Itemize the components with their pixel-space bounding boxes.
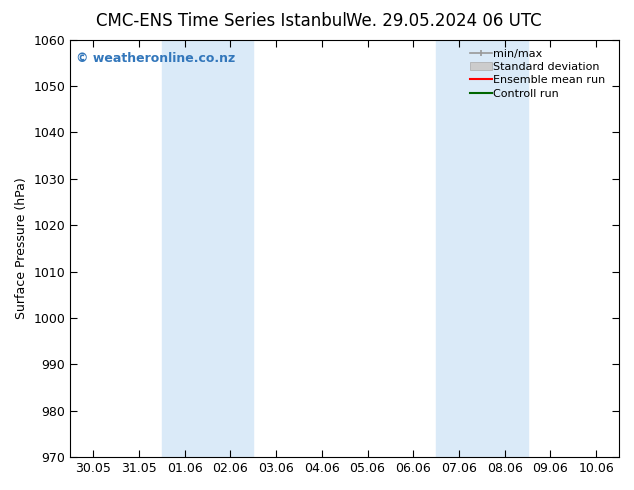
Y-axis label: Surface Pressure (hPa): Surface Pressure (hPa) bbox=[15, 177, 28, 319]
Bar bbox=[162, 40, 253, 457]
Text: We. 29.05.2024 06 UTC: We. 29.05.2024 06 UTC bbox=[346, 12, 541, 30]
Legend: min/max, Standard deviation, Ensemble mean run, Controll run: min/max, Standard deviation, Ensemble me… bbox=[467, 45, 614, 102]
Text: © weatheronline.co.nz: © weatheronline.co.nz bbox=[76, 52, 235, 65]
Bar bbox=[436, 40, 527, 457]
Text: CMC-ENS Time Series Istanbul: CMC-ENS Time Series Istanbul bbox=[96, 12, 347, 30]
